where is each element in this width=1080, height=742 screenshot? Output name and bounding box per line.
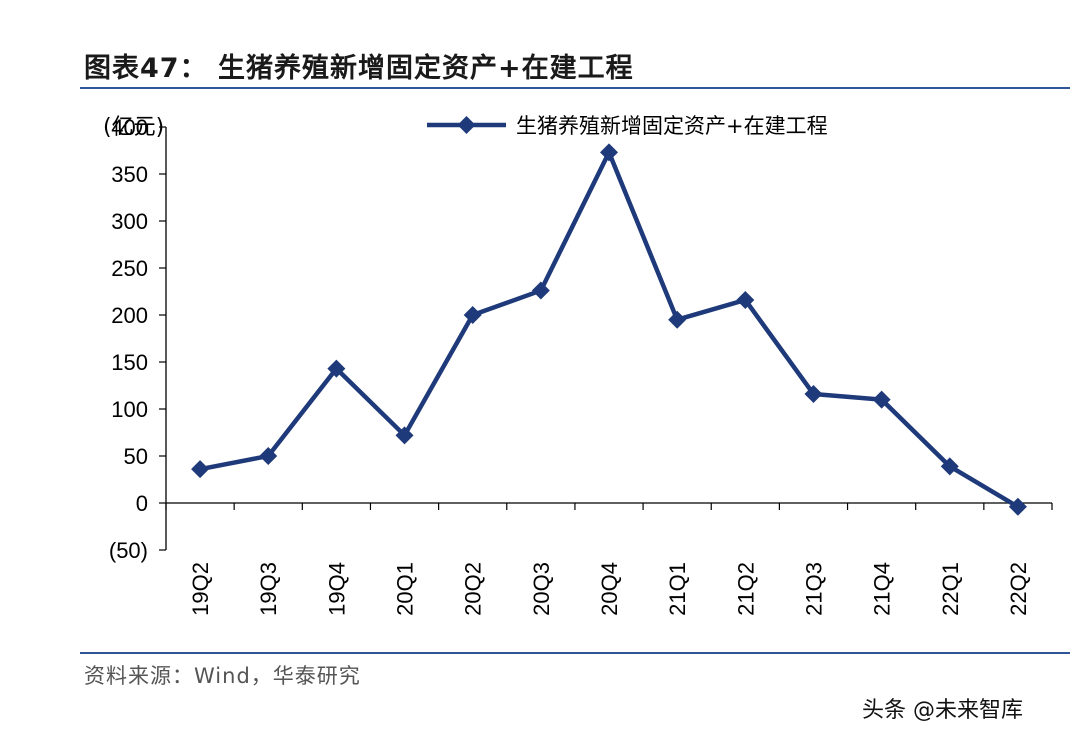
data-point-marker [259, 447, 278, 465]
source-rule [80, 652, 1070, 654]
data-point-marker [1008, 497, 1027, 516]
data-point-marker [872, 390, 891, 409]
legend-marker-swatch [457, 116, 476, 134]
y-tick-label: 0 [136, 491, 148, 516]
x-tick-label: 19Q2 [188, 562, 213, 616]
x-tick-label: 21Q3 [801, 562, 826, 616]
y-tick-label: 400 [111, 115, 148, 140]
source-note: 资料来源：Wind，华泰研究 [84, 664, 361, 688]
series-layer [191, 143, 1027, 516]
data-point-marker [600, 143, 618, 162]
y-tick-label: 300 [111, 209, 148, 234]
x-tick-label: 21Q4 [870, 562, 895, 616]
x-axis-ticks: 19Q2 19Q3 19Q4 20Q1 20Q2 20Q3 20Q4 21Q1 21Q2 21Q3… [165, 503, 1053, 616]
data-point-marker [463, 306, 482, 324]
x-tick-label: 20Q3 [529, 562, 554, 616]
x-tick-label: 20Q1 [393, 562, 418, 616]
y-tick-label: 350 [111, 162, 148, 187]
y-tick-label: 250 [111, 256, 148, 281]
data-point-marker [327, 359, 346, 378]
y-tick-label: 100 [111, 397, 148, 422]
legend-label: 生猪养殖新增固定资产+在建工程 [516, 114, 828, 138]
data-point-marker [940, 457, 959, 476]
data-point-marker [804, 384, 823, 403]
y-tick-label: (50) [109, 538, 148, 563]
data-point-marker [395, 426, 414, 445]
x-tick-label: 20Q4 [597, 562, 622, 616]
x-tick-label: 20Q2 [461, 562, 486, 616]
y-tick-label: 150 [111, 350, 148, 375]
y-tick-label: 50 [124, 444, 148, 469]
watermark: 头条 @未来智库 [862, 698, 1023, 723]
y-tick-label: 200 [111, 303, 148, 328]
chart-axes [165, 127, 1052, 550]
title-rule [80, 87, 1070, 89]
data-point-marker [531, 281, 550, 300]
data-point-marker [191, 460, 210, 479]
figure-title: 图表47： 生猪养殖新增固定资产+在建工程 [84, 53, 634, 84]
x-tick-label: 22Q1 [938, 562, 963, 616]
x-tick-label: 21Q1 [665, 562, 690, 616]
x-tick-label: 19Q3 [256, 562, 281, 616]
y-axis-unit: (亿元) [103, 115, 164, 140]
x-tick-label: 21Q2 [733, 562, 758, 616]
data-point-marker [736, 290, 755, 309]
x-tick-label: 19Q4 [324, 562, 349, 616]
chart-legend: 生猪养殖新增固定资产+在建工程 [427, 114, 828, 138]
data-point-marker [668, 310, 687, 329]
x-tick-label: 22Q2 [1006, 562, 1031, 616]
series-line [199, 150, 1020, 509]
y-axis-ticks: 400 350 300 250 200 150 100 50 0 (50) [109, 115, 166, 563]
